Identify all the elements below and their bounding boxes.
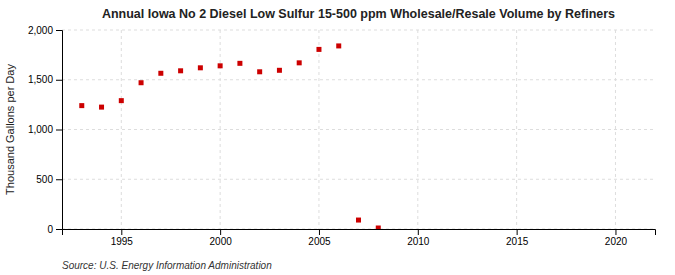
point bbox=[99, 105, 104, 110]
point bbox=[158, 71, 163, 76]
y-axis-tick-mark bbox=[56, 80, 62, 81]
x-axis-tick-mark bbox=[121, 229, 122, 235]
point bbox=[336, 43, 341, 48]
point bbox=[139, 80, 144, 85]
y-axis-tick-mark bbox=[56, 229, 62, 230]
point bbox=[79, 103, 84, 108]
x-axis-tick-label: 2000 bbox=[210, 236, 233, 247]
x-axis-tick: 2015 bbox=[506, 229, 529, 247]
point bbox=[237, 61, 242, 66]
grid bbox=[62, 30, 655, 229]
x-axis: 1995 2000 2005 2010 2015 2020 bbox=[63, 229, 656, 247]
grid-line-x bbox=[516, 30, 517, 229]
x-axis-tick-mark bbox=[615, 229, 616, 235]
grid-line-x bbox=[121, 30, 122, 229]
marks bbox=[79, 43, 381, 229]
chart: 1995 2000 2005 2010 2015 2020 0 500 1,000 1,500 2,… bbox=[0, 0, 675, 275]
x-axis-tick-mark bbox=[220, 229, 221, 235]
x-axis-tick: 2000 bbox=[210, 229, 233, 247]
x-axis-tick-label: 1995 bbox=[111, 236, 134, 247]
y-axis: 0 500 1,000 1,500 2,000 bbox=[28, 25, 63, 235]
x-axis-tick-label: 2010 bbox=[407, 236, 430, 247]
x-axis-tick-mark bbox=[418, 229, 419, 235]
y-axis-tick: 500 bbox=[36, 174, 62, 185]
x-axis-tick: 1995 bbox=[111, 229, 134, 247]
y-axis-tick-label: 2,000 bbox=[28, 25, 53, 36]
point bbox=[356, 218, 361, 223]
x-axis-tick-label: 2015 bbox=[506, 236, 529, 247]
grid-line-x bbox=[318, 30, 319, 229]
y-axis-line bbox=[56, 31, 63, 230]
y-axis-title: Thousand Gallons per Day bbox=[4, 64, 16, 195]
point bbox=[178, 68, 183, 73]
y-axis-tick-label: 0 bbox=[47, 224, 53, 235]
y-axis-tick-mark bbox=[56, 179, 62, 180]
point bbox=[316, 47, 321, 52]
grid-line-x bbox=[417, 30, 418, 229]
x-axis-tick-mark bbox=[319, 229, 320, 235]
y-axis-tick-label: 500 bbox=[36, 174, 53, 185]
point bbox=[277, 68, 282, 73]
y-axis-tick-mark bbox=[56, 130, 62, 131]
annotation: Source: U.S. Energy Information Administ… bbox=[62, 260, 272, 271]
grid-line-x bbox=[220, 30, 221, 229]
y-axis-tick: 1,500 bbox=[28, 74, 62, 85]
y-axis-tick: 0 bbox=[47, 224, 62, 235]
y-axis-tick-label: 1,000 bbox=[28, 124, 53, 135]
grid-line-y bbox=[62, 129, 655, 130]
grid-line-y bbox=[62, 79, 655, 80]
point bbox=[218, 63, 223, 68]
y-axis-tick: 2,000 bbox=[28, 25, 62, 36]
y-axis-tick-label: 1,500 bbox=[28, 74, 53, 85]
x-axis-tick: 2020 bbox=[605, 229, 628, 247]
x-axis-tick-mark bbox=[517, 229, 518, 235]
x-axis-tick: 2005 bbox=[308, 229, 331, 247]
title: Annual Iowa No 2 Diesel Low Sulfur 15-50… bbox=[102, 7, 615, 21]
point bbox=[376, 226, 381, 229]
y-axis-tick-mark bbox=[56, 30, 62, 31]
point bbox=[297, 60, 302, 65]
point bbox=[257, 69, 262, 74]
x-axis-tick-label: 2005 bbox=[308, 236, 331, 247]
point bbox=[119, 98, 124, 103]
grid-line-y bbox=[62, 179, 655, 180]
y-axis-tick: 1,000 bbox=[28, 124, 62, 135]
x-axis-line bbox=[63, 230, 656, 236]
x-axis-tick: 2010 bbox=[407, 229, 430, 247]
point bbox=[198, 65, 203, 70]
plot: 1995 2000 2005 2010 2015 2020 0 500 1,000 1,500 2,… bbox=[28, 25, 656, 247]
x-axis-tick-label: 2020 bbox=[605, 236, 628, 247]
grid-line-y bbox=[62, 30, 655, 31]
grid-line-x bbox=[615, 30, 616, 229]
